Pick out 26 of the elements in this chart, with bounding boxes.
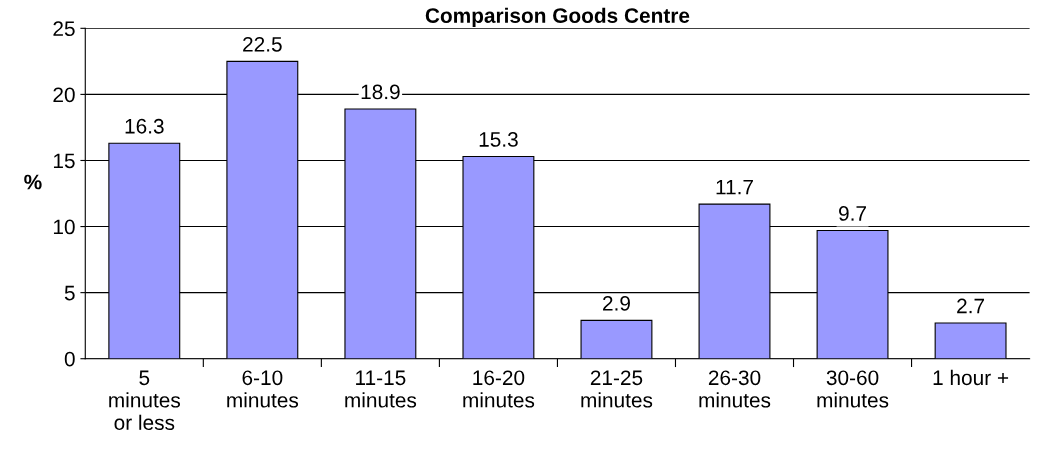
data-label: 18.9 [361,84,400,100]
x-tick-label: 5 minutes or less [109,370,181,431]
data-label: 22.5 [243,36,282,52]
bar [580,319,653,359]
y-tick-label: 10 [53,219,75,235]
x-tick-label: 30-60 minutes [817,370,889,408]
x-tick-label: 1 hour + [933,369,1009,386]
y-tick-label: 15 [53,153,75,169]
x-tick-label: 21-25 minutes [581,370,653,408]
data-label: 11.7 [716,179,753,195]
data-label: 2.7 [957,298,985,314]
data-label: 9.7 [839,206,866,221]
x-tick-label: 6-10 minutes [227,370,299,408]
y-tick-label: 5 [64,285,75,301]
x-tick-label: 26-30 minutes [699,370,771,408]
x-tick-label: 16-20 minutes [463,370,535,408]
data-label: 2.9 [603,295,630,311]
y-tick-label: 20 [53,87,75,103]
x-tick-label: 11-15 minutes [345,370,417,408]
y-tick-label: 25 [53,21,75,37]
chart-title: Comparison Goods Centre [425,7,690,28]
data-label: 16.3 [125,118,164,134]
y-axis-title: % [24,174,42,190]
y-tick-label: 0 [64,351,75,367]
bar [934,322,1007,359]
data-label: 15.3 [479,132,518,147]
